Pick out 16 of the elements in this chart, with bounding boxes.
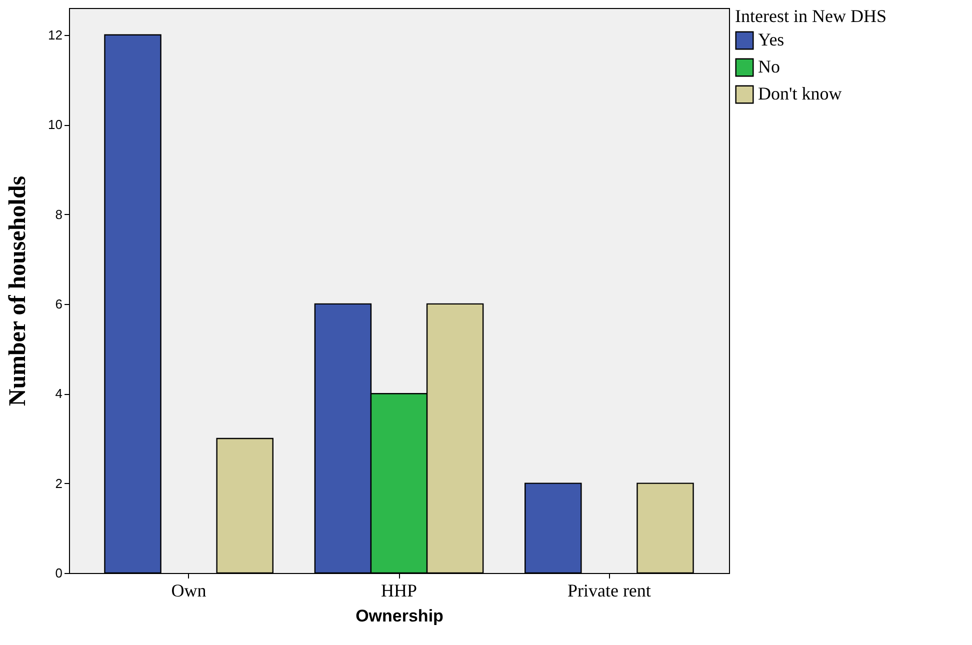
y-axis-title: Number of households <box>5 176 32 406</box>
y-tick-label: 4 <box>55 386 62 402</box>
y-tick-label: 12 <box>48 27 62 42</box>
y-tick-label: 2 <box>55 476 62 491</box>
y-tick-label: 6 <box>55 296 62 312</box>
y-tick-label: 8 <box>55 206 62 222</box>
legend-title: Interest in New DHS <box>735 6 886 26</box>
y-tick-label: 10 <box>48 117 62 132</box>
legend-label: Yes <box>758 30 784 50</box>
legend-label: Don't know <box>758 84 842 104</box>
x-axis-title: Ownership <box>356 606 444 626</box>
x-tick-label: HHP <box>380 580 418 600</box>
y-tick-label: 0 <box>55 566 62 580</box>
legend-label: No <box>758 56 780 76</box>
x-tick-label: Private rent <box>567 580 651 600</box>
x-tick-label: Own <box>171 580 206 600</box>
